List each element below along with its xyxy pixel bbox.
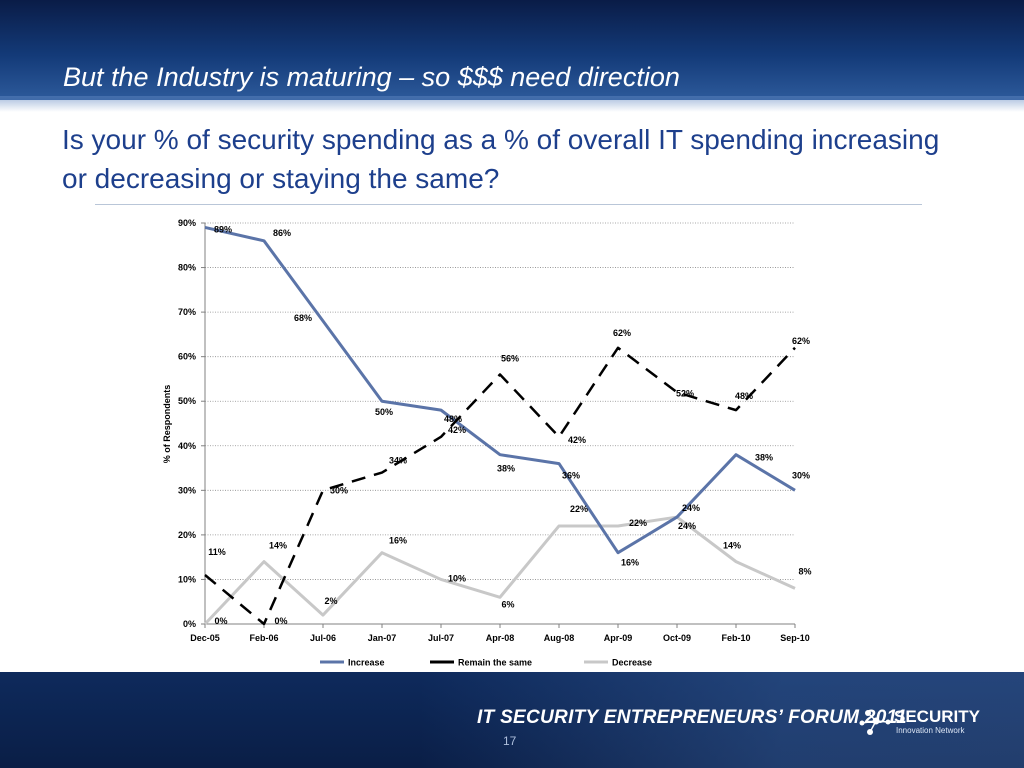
- series-line-increase: [204, 225, 796, 555]
- data-label: 38%: [497, 464, 515, 474]
- y-tick-label: 20%: [178, 530, 196, 540]
- y-tick-label: 70%: [178, 307, 196, 317]
- series-line-decrease: [203, 515, 796, 626]
- data-label: 14%: [269, 541, 287, 551]
- data-label: 16%: [621, 558, 639, 568]
- data-label: 6%: [501, 599, 514, 609]
- y-tick-label: 50%: [178, 396, 196, 406]
- data-label: 24%: [678, 521, 696, 531]
- y-tick-label: 80%: [178, 263, 196, 273]
- data-label: 68%: [294, 313, 312, 323]
- forum-title: IT SECURITY ENTREPRENEURS’ FORUM 2011: [477, 707, 907, 728]
- series-line-remain-the-same: [204, 346, 796, 626]
- data-label: 42%: [448, 425, 466, 435]
- slide-title: But the Industry is maturing – so $$$ ne…: [63, 62, 680, 92]
- data-label: 48%: [735, 391, 753, 401]
- page-number: 17: [503, 734, 517, 748]
- legend-label: Decrease: [612, 658, 652, 668]
- x-tick-label: Aug-08: [544, 633, 575, 643]
- logo-name: SECURITY: [894, 707, 980, 726]
- x-tick-label: Feb-10: [721, 633, 750, 643]
- header-fade: [0, 96, 1024, 112]
- x-tick-label: Jul-07: [428, 633, 454, 643]
- x-tick-label: Dec-05: [190, 633, 220, 643]
- x-tick-label: Apr-08: [486, 633, 515, 643]
- data-label: 2%: [324, 596, 337, 606]
- header-band: [0, 0, 1024, 100]
- y-tick-label: 60%: [178, 352, 196, 362]
- data-label: 16%: [389, 536, 407, 546]
- footer-band: [0, 672, 1024, 768]
- logo-subtitle: Innovation Network: [896, 726, 965, 735]
- legend-label: Increase: [348, 658, 385, 668]
- data-label: 86%: [273, 228, 291, 238]
- data-label: 62%: [613, 328, 631, 338]
- data-label: 30%: [792, 470, 810, 480]
- data-label: 34%: [389, 456, 407, 466]
- data-label: 24%: [682, 503, 700, 513]
- y-tick-label: 10%: [178, 574, 196, 584]
- y-tick-label: 90%: [178, 218, 196, 228]
- data-label: 0%: [214, 616, 227, 626]
- x-tick-label: Feb-06: [249, 633, 278, 643]
- y-tick-label: 0%: [183, 619, 196, 629]
- data-label: 30%: [330, 485, 348, 495]
- data-label: 42%: [568, 435, 586, 445]
- x-tick-label: Sep-10: [780, 633, 810, 643]
- x-tick-label: Jan-07: [368, 633, 397, 643]
- legend-label: Remain the same: [458, 658, 532, 668]
- network-icon: [859, 710, 891, 735]
- footer-glow: [420, 672, 1024, 768]
- x-tick-label: Jul-06: [310, 633, 336, 643]
- data-label: 14%: [723, 541, 741, 551]
- legend-box: [200, 648, 810, 672]
- data-label: 10%: [448, 573, 466, 583]
- y-tick-label: 30%: [178, 485, 196, 495]
- data-label: 89%: [214, 224, 232, 234]
- x-tick-label: Oct-09: [663, 633, 691, 643]
- data-label: 8%: [798, 566, 811, 576]
- y-axis-title: % of Respondents: [162, 385, 172, 464]
- data-label: 56%: [501, 353, 519, 363]
- data-label: 62%: [792, 336, 810, 346]
- security-logo: SECURITY Innovation Network: [858, 705, 998, 739]
- data-label: 52%: [676, 388, 694, 398]
- data-label: 36%: [562, 471, 580, 481]
- divider-line: [95, 204, 922, 205]
- data-label: 0%: [274, 616, 287, 626]
- y-tick-label: 40%: [178, 441, 196, 451]
- data-label: 11%: [208, 547, 226, 557]
- x-tick-label: Apr-09: [604, 633, 633, 643]
- data-label: 22%: [629, 518, 647, 528]
- data-label: 48%: [444, 414, 462, 424]
- survey-question: Is your % of security spending as a % of…: [62, 124, 940, 194]
- data-label: 50%: [375, 407, 393, 417]
- data-label: 22%: [570, 504, 588, 514]
- data-label: 38%: [755, 453, 773, 463]
